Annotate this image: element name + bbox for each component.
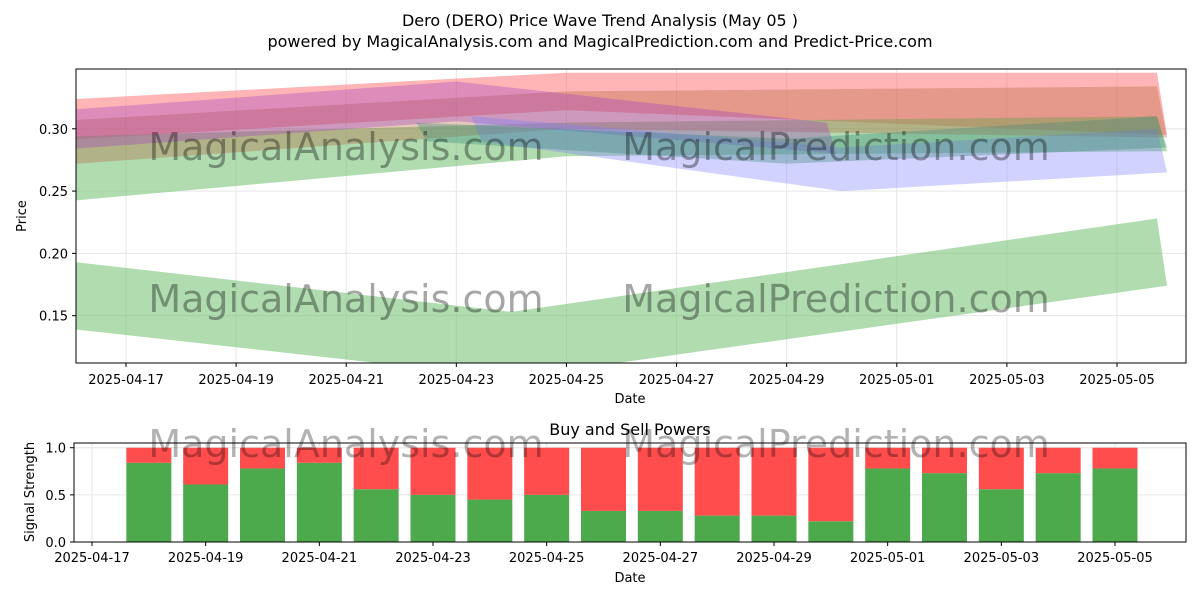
y-tick-label: 0.0 (45, 536, 66, 551)
buy-bar (808, 521, 854, 542)
sell-bar (751, 447, 797, 516)
buy-bar (240, 468, 285, 542)
buy-bar (581, 510, 626, 542)
sell-bar (296, 447, 342, 463)
buy-bar (524, 494, 570, 542)
sell-bar (637, 447, 683, 511)
sell-bar (865, 447, 911, 469)
subplot-title: Buy and Sell Powers (549, 420, 711, 439)
watermark-right: MagicalPrediction.com (622, 422, 1050, 466)
sell-bar (808, 447, 854, 522)
sell-bar (240, 447, 285, 469)
price-panel: MagicalAnalysis.com MagicalPrediction.com… (15, 68, 1187, 407)
watermark-left: MagicalAnalysis.com (148, 422, 543, 466)
price-band-green (76, 218, 1167, 363)
x-tick-label: 2025-04-21 (282, 551, 358, 566)
x-tick-label: 2025-04-27 (623, 551, 699, 566)
x-axis-label: Date (614, 392, 645, 407)
watermark-right: MagicalPrediction.com (622, 277, 1050, 321)
y-tick-label: 0.20 (39, 247, 68, 262)
buy-bar (751, 515, 797, 542)
plot-frame (73, 442, 1187, 543)
buy-bar (865, 468, 911, 542)
y-tick-label: 0.5 (45, 489, 66, 504)
x-tick-label: 2025-04-19 (198, 373, 274, 388)
x-tick-label: 2025-05-05 (1079, 373, 1155, 388)
x-tick-label: 2025-04-23 (395, 551, 471, 566)
x-tick-label: 2025-04-17 (88, 373, 164, 388)
sell-bar (694, 447, 740, 516)
plot-frame (75, 68, 1187, 364)
sell-bar (183, 447, 229, 485)
x-tick-label: 2025-05-01 (850, 551, 926, 566)
sell-bar (978, 447, 1024, 490)
sell-bar (922, 447, 967, 474)
sell-bar (126, 447, 172, 463)
buy-bar (410, 494, 456, 542)
x-axis-label: Date (614, 571, 645, 586)
sell-bar (410, 447, 456, 495)
x-tick-label: 2025-04-29 (749, 373, 825, 388)
x-tick-label: 2025-04-19 (168, 551, 244, 566)
x-tick-label: 2025-05-05 (1077, 551, 1153, 566)
x-tick-label: 2025-04-23 (419, 373, 495, 388)
buy-bar (922, 473, 967, 542)
x-tick-label: 2025-04-17 (54, 551, 130, 566)
x-tick-label: 2025-05-03 (969, 373, 1045, 388)
price-band-green (76, 116, 1167, 201)
y-tick-label: 0.30 (39, 123, 68, 138)
y-axis-label: Signal Strength (23, 442, 38, 542)
buy-bar (467, 499, 513, 542)
x-tick-label: 2025-04-21 (308, 373, 384, 388)
price-band-purple (76, 81, 837, 154)
price-band-blue (471, 116, 1167, 192)
x-tick-label: 2025-04-25 (509, 551, 585, 566)
watermark-left: MagicalAnalysis.com (148, 277, 543, 321)
buy-bar (1035, 473, 1081, 542)
buy-sell-panel: MagicalAnalysis.com MagicalPrediction.com… (23, 420, 1187, 586)
buy-bar (694, 515, 740, 542)
buy-bar (637, 510, 683, 542)
sell-bar (524, 447, 570, 495)
sell-bar (467, 447, 513, 500)
bands-layer (76, 72, 1167, 363)
x-tick-label: 2025-05-01 (859, 373, 935, 388)
sell-bar (353, 447, 399, 490)
x-tick-label: 2025-04-29 (736, 551, 812, 566)
buy-bar (183, 484, 229, 542)
chart-title: Dero (DERO) Price Wave Trend Analysis (M… (402, 11, 798, 30)
sell-bar (581, 447, 626, 511)
watermark-right: MagicalPrediction.com (622, 125, 1050, 169)
buy-bar (296, 462, 342, 542)
y-tick-label: 1.0 (45, 442, 66, 457)
price-band-brown (76, 86, 1167, 164)
buy-bar (1092, 468, 1138, 542)
buy-bar (353, 489, 399, 542)
sell-bar (1035, 447, 1081, 474)
y-tick-label: 0.15 (39, 310, 68, 325)
x-tick-label: 2025-04-25 (529, 373, 605, 388)
y-axis-label: Price (15, 200, 30, 232)
buy-bar (126, 462, 172, 542)
watermark-left: MagicalAnalysis.com (148, 125, 543, 169)
chart-subtitle: powered by MagicalAnalysis.com and Magic… (267, 32, 932, 51)
y-tick-label: 0.25 (39, 185, 68, 200)
x-tick-label: 2025-04-27 (639, 373, 715, 388)
buy-bar (978, 489, 1024, 542)
price-band-teal (416, 116, 1167, 164)
sell-bar (1092, 447, 1138, 469)
x-tick-label: 2025-05-03 (964, 551, 1040, 566)
